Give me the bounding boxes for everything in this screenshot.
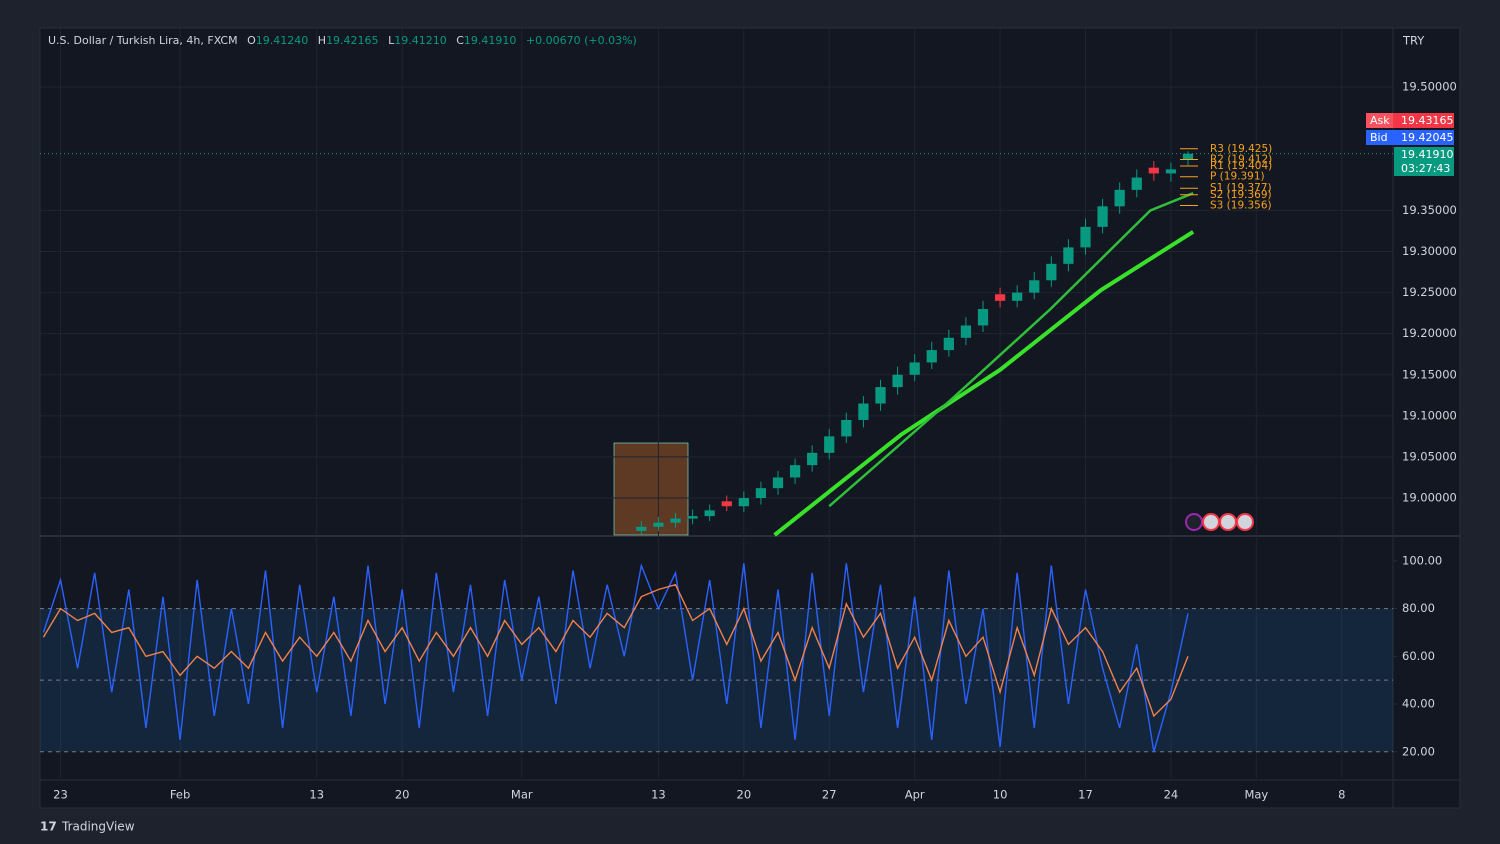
candle-body (653, 522, 664, 527)
x-tick-label: 17 (1078, 788, 1093, 802)
candle-body (1097, 206, 1108, 227)
ask-label: Ask (1370, 114, 1390, 127)
y-tick-label: 80.00 (1402, 601, 1435, 615)
candle-body (943, 337, 954, 351)
candle-body (807, 452, 818, 466)
y-tick-label: 19.25000 (1402, 285, 1457, 299)
x-tick-label: Feb (170, 788, 190, 802)
x-tick-label: 24 (1164, 788, 1179, 802)
x-tick-label: 13 (309, 788, 324, 802)
x-tick-label: 10 (993, 788, 1008, 802)
x-tick-label: 20 (737, 788, 752, 802)
currency: TRY (1402, 34, 1425, 48)
open: 19.41240 (256, 34, 309, 47)
y-tick-label: 19.35000 (1402, 203, 1457, 217)
brand-logo: 17 (40, 820, 57, 834)
last-price: 19.41910 (1401, 148, 1454, 161)
x-tick-label: May (1244, 788, 1268, 802)
high: 19.42165 (326, 34, 379, 47)
candle-body (841, 419, 852, 437)
y-tick-label: 40.00 (1402, 697, 1435, 711)
candle-body (1046, 263, 1057, 281)
candle-body (670, 518, 681, 523)
y-tick-label: 60.00 (1402, 649, 1435, 663)
c-label: C (456, 34, 464, 47)
y-tick-label: 19.00000 (1402, 491, 1457, 505)
legend: U.S. Dollar / Turkish Lira, 4h, FXCM O19… (48, 34, 637, 47)
l-label: L (388, 34, 395, 47)
y-tick-label: 19.50000 (1402, 80, 1457, 94)
candle-body (704, 510, 715, 517)
pivot-label: P (19.391) (1210, 171, 1265, 183)
candle-body (1012, 292, 1023, 301)
candle-body (738, 498, 749, 507)
candle-body (1131, 177, 1142, 190)
pivot-label: R1 (19.404) (1210, 160, 1272, 172)
candle-body (636, 526, 647, 531)
x-tick-label: Apr (905, 788, 925, 802)
ask-tag (1366, 113, 1393, 128)
bid-box (1366, 130, 1454, 145)
x-tick-label: Mar (511, 788, 533, 802)
y-tick-label: 19.30000 (1402, 244, 1457, 258)
candle-body (1165, 169, 1177, 174)
moving-average (773, 230, 1195, 537)
candle-body (687, 516, 698, 519)
pivot-label: S1 (19.377) (1210, 182, 1272, 194)
h-label: H (318, 34, 326, 47)
candle-body (875, 387, 886, 404)
pivot-label: S2 (19.369) (1210, 189, 1272, 201)
candle-body (1182, 153, 1194, 160)
y-tick-label: 100.00 (1402, 553, 1442, 567)
pivot-label: R2 (19.412) (1210, 153, 1272, 165)
x-tick-label: 8 (1338, 788, 1345, 802)
labels: U.S. Dollar / Turkish Lira, 4h, FXCM O19… (40, 34, 1457, 834)
x-tick-label: 23 (53, 788, 68, 802)
symbol: U.S. Dollar / Turkish Lira, 4h, FXCM (48, 34, 238, 47)
moving-average (828, 192, 1194, 508)
y-tick-label: 19.20000 (1402, 326, 1457, 340)
countdown: 03:27:43 (1401, 162, 1450, 175)
candle-body (1114, 189, 1125, 207)
close: 19.41910 (464, 34, 517, 47)
candle-body (977, 309, 989, 326)
pivot-label: S3 (19.356) (1210, 199, 1272, 211)
candle-body (789, 465, 801, 478)
candle-body (909, 362, 920, 375)
candle-body (755, 488, 767, 499)
x-tick-label: 20 (395, 788, 410, 802)
pivot-label: R3 (19.425) (1210, 143, 1272, 155)
o-label: O (247, 34, 256, 47)
candle-body (824, 436, 835, 453)
low: 19.41210 (394, 34, 447, 47)
y-tick-label: 19.05000 (1402, 449, 1457, 463)
candle-body (1063, 247, 1074, 264)
candle-body (926, 350, 937, 363)
marks (40, 148, 1393, 752)
candle-body (1080, 226, 1091, 248)
bid-label: Bid (1370, 131, 1388, 144)
candle-body (1148, 167, 1159, 174)
oscillator-line (42, 583, 1189, 718)
event-icons (1185, 513, 1254, 531)
y-tick-label: 19.15000 (1402, 367, 1457, 381)
change: +0.00670 (+0.03%) (526, 34, 637, 47)
last-box (1394, 147, 1454, 176)
x-tick-label: 27 (822, 788, 837, 802)
x-tick-label: 13 (651, 788, 666, 802)
y-tick-label: 19.10000 (1402, 408, 1457, 422)
candle-body (721, 501, 732, 507)
ask-price: 19.43165 (1401, 114, 1454, 127)
candle-body (960, 325, 972, 338)
candle-body (994, 294, 1006, 301)
candle-body (1029, 280, 1040, 293)
y-tick-label: 20.00 (1402, 744, 1435, 758)
bid-price: 19.42045 (1401, 131, 1454, 144)
candle-body (772, 477, 784, 489)
brand: TradingView (61, 820, 135, 834)
candle-body (892, 374, 903, 388)
candle-body (858, 403, 869, 420)
